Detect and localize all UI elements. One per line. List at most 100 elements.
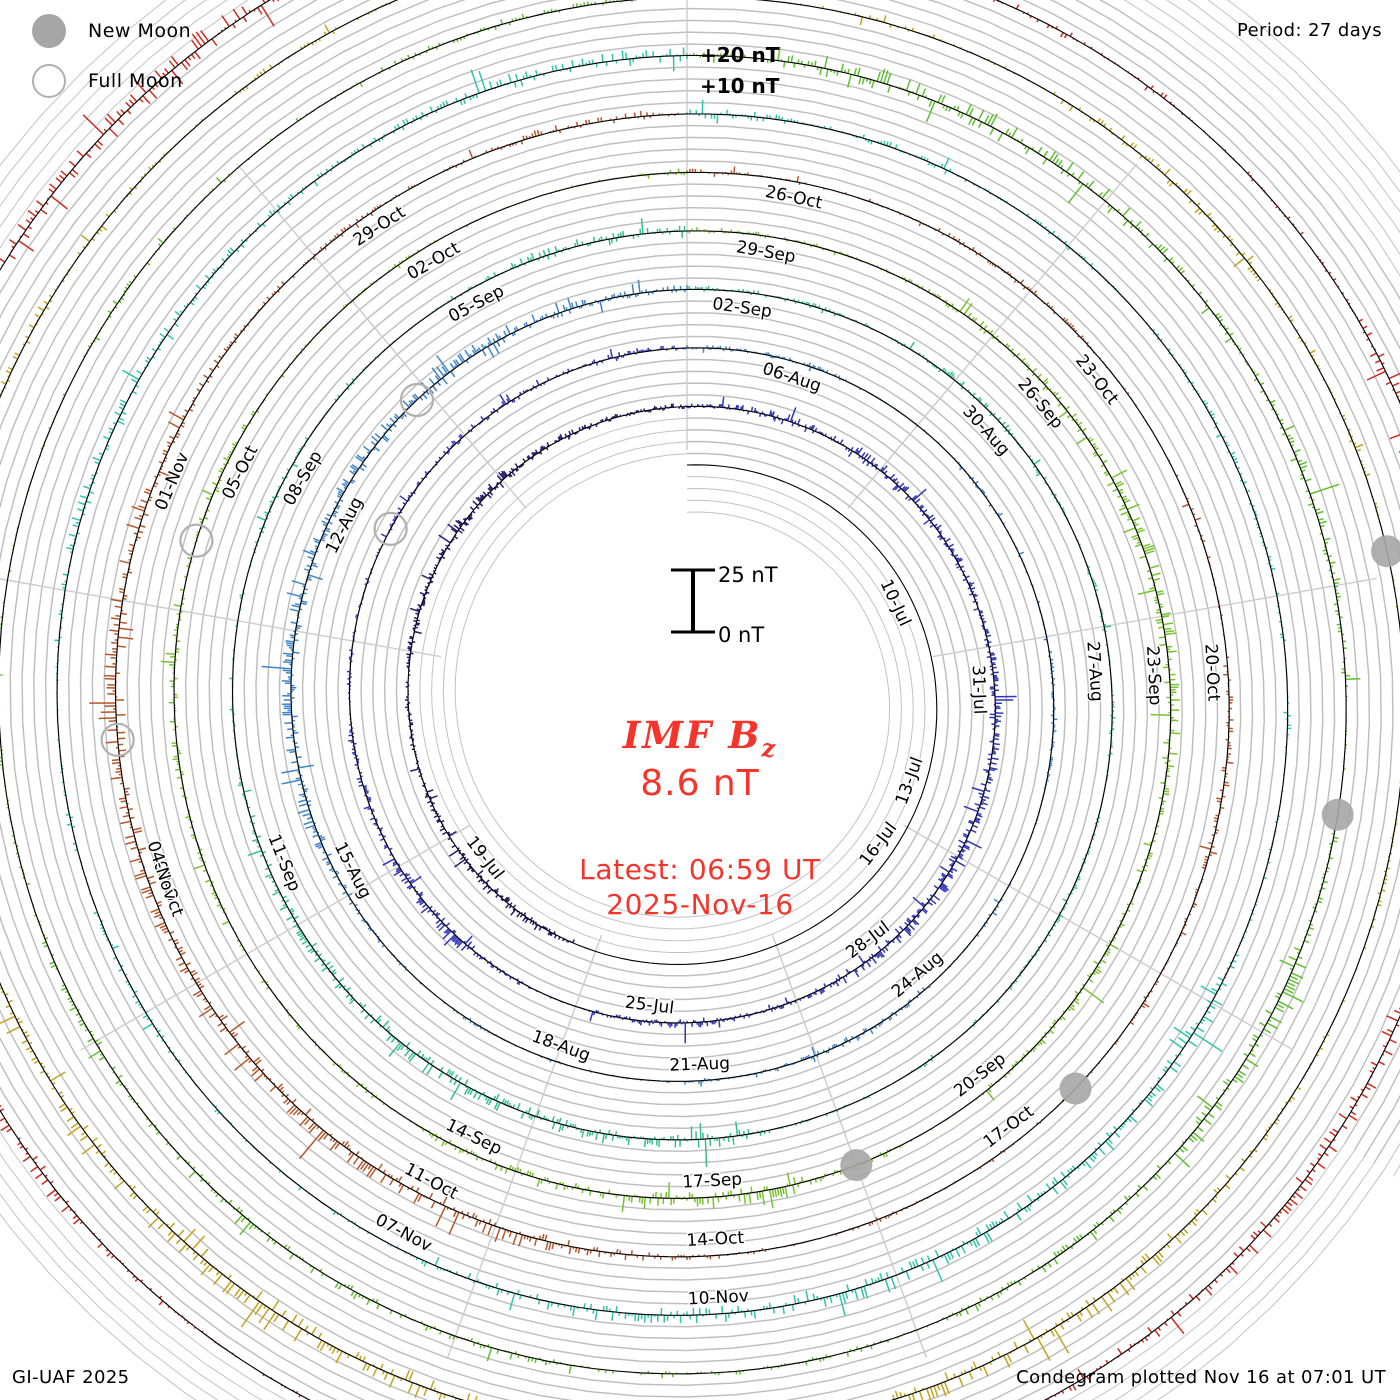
data-sample <box>1105 472 1110 477</box>
data-sample <box>541 315 544 320</box>
data-sample <box>336 494 342 499</box>
data-sample <box>345 382 350 387</box>
data-sample <box>348 998 355 1005</box>
data-sample <box>804 427 808 433</box>
data-sample <box>285 642 294 645</box>
data-sample <box>1077 421 1083 426</box>
data-sample <box>494 1164 499 1171</box>
data-sample <box>927 288 931 293</box>
data-sample <box>993 898 1000 904</box>
data-sample <box>581 1189 584 1194</box>
data-sample <box>1153 577 1161 582</box>
data-sample <box>486 888 493 895</box>
data-sample <box>383 844 388 848</box>
data-sample <box>505 903 510 909</box>
data-sample <box>1143 842 1152 847</box>
data-sample <box>993 742 1000 746</box>
data-sample <box>1038 1040 1043 1045</box>
data-sample <box>631 284 635 295</box>
data-sample <box>319 836 325 840</box>
data-sample <box>476 954 480 958</box>
data-sample <box>402 501 406 505</box>
data-sample <box>727 404 730 409</box>
data-sample <box>452 936 458 943</box>
data-sample <box>416 1050 422 1056</box>
data-sample <box>302 549 316 556</box>
data-sample <box>1119 491 1124 495</box>
data-sample <box>351 751 356 754</box>
data-sample <box>358 780 363 784</box>
data-sample <box>205 879 211 883</box>
data-sample <box>959 852 964 857</box>
data-sample <box>962 832 969 837</box>
data-sample <box>487 1098 493 1106</box>
data-sample <box>450 935 457 942</box>
data-sample <box>923 509 928 514</box>
data-sample <box>558 1117 562 1124</box>
data-sample <box>938 886 946 893</box>
data-sample <box>990 652 995 655</box>
data-sample <box>352 470 357 474</box>
data-sample <box>808 994 812 999</box>
data-sample <box>509 473 513 478</box>
data-sample <box>658 1139 661 1148</box>
data-sample <box>986 656 991 659</box>
data-sample <box>903 486 910 493</box>
data-sample <box>1148 577 1153 580</box>
data-sample <box>505 324 511 335</box>
data-sample <box>863 453 869 460</box>
data-sample <box>811 424 816 431</box>
data-sample <box>216 903 222 907</box>
data-sample <box>393 515 398 519</box>
data-sample <box>342 891 347 895</box>
data-sample <box>307 555 314 560</box>
data-sample <box>967 821 974 825</box>
data-sample <box>349 997 354 1001</box>
data-sample <box>243 789 252 793</box>
data-sample <box>781 1005 785 1009</box>
data-sample <box>894 485 900 491</box>
data-sample <box>992 747 1000 751</box>
data-sample <box>338 490 344 495</box>
data-sample <box>939 885 948 892</box>
data-sample <box>547 248 551 255</box>
data-sample <box>419 591 426 596</box>
data-sample <box>406 884 412 889</box>
data-sample <box>1082 987 1105 1004</box>
data-sample <box>965 575 970 579</box>
data-sample <box>410 399 415 404</box>
data-sample <box>375 1015 382 1022</box>
data-sample <box>1062 898 1068 902</box>
data-sample <box>958 467 963 471</box>
data-sample <box>291 579 306 586</box>
data-sample <box>1059 914 1064 918</box>
data-sample <box>897 487 902 493</box>
data-sample <box>1153 599 1159 602</box>
data-sample <box>410 875 422 885</box>
data-sample <box>540 446 544 451</box>
data-sample <box>1076 436 1088 445</box>
data-sample <box>422 903 427 908</box>
data-sample <box>556 313 560 318</box>
data-sample <box>718 1137 721 1147</box>
data-sample <box>328 867 334 872</box>
data-sample <box>271 496 276 499</box>
data-sample <box>779 1187 783 1198</box>
data-sample <box>750 1186 753 1193</box>
data-sample <box>301 600 308 604</box>
data-sample <box>355 455 364 463</box>
data-sample <box>538 926 543 931</box>
data-sample <box>941 874 947 879</box>
trace-rotation-2 <box>346 345 1017 1044</box>
data-sample <box>973 607 979 611</box>
data-sample <box>667 1182 671 1199</box>
data-sample <box>1088 978 1094 983</box>
data-sample <box>957 558 964 563</box>
data-sample <box>1123 499 1131 504</box>
data-sample <box>394 413 400 419</box>
data-sample <box>503 330 508 337</box>
data-sample <box>286 748 296 752</box>
data-sample <box>401 877 407 882</box>
data-sample <box>1118 506 1127 512</box>
data-sample <box>348 739 354 742</box>
